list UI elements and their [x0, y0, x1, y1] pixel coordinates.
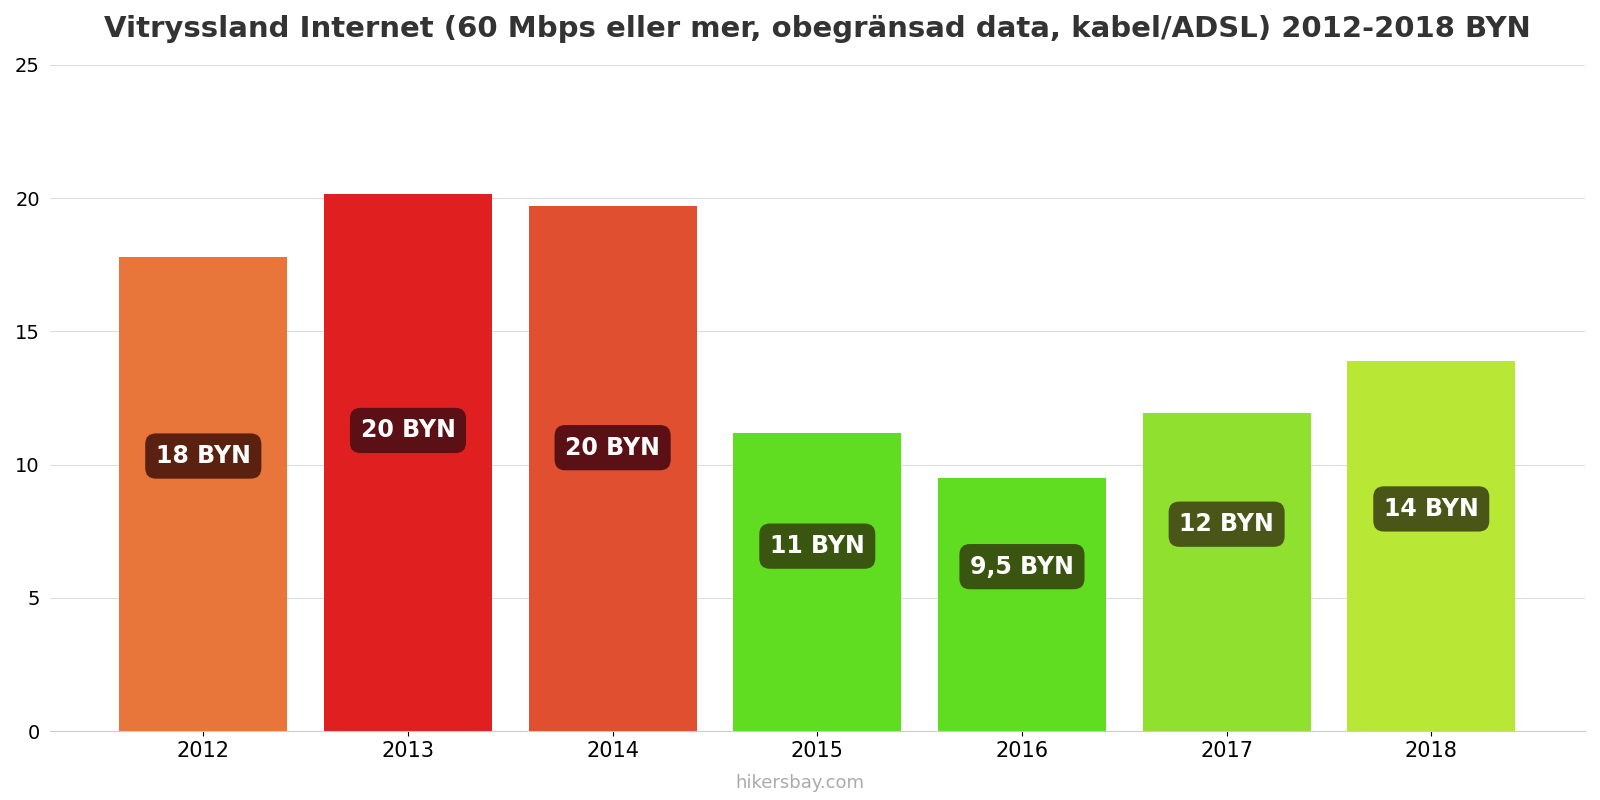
Bar — [528, 206, 696, 731]
Text: 20 BYN: 20 BYN — [360, 418, 456, 442]
Text: 9,5 BYN: 9,5 BYN — [970, 554, 1074, 578]
Text: 12 BYN: 12 BYN — [1179, 512, 1274, 536]
Bar — [938, 478, 1106, 731]
Bar — [120, 257, 288, 731]
Bar — [733, 433, 901, 731]
Text: 11 BYN: 11 BYN — [770, 534, 864, 558]
Text: hikersbay.com: hikersbay.com — [736, 774, 864, 792]
Text: 20 BYN: 20 BYN — [565, 436, 661, 460]
Bar — [325, 194, 491, 731]
Text: 14 BYN: 14 BYN — [1384, 497, 1478, 521]
Title: Vitryssland Internet (60 Mbps eller mer, obegränsad data, kabel/ADSL) 2012-2018 : Vitryssland Internet (60 Mbps eller mer,… — [104, 15, 1531, 43]
Bar — [1347, 361, 1515, 731]
Text: 18 BYN: 18 BYN — [155, 444, 251, 468]
Bar — [1142, 413, 1310, 731]
